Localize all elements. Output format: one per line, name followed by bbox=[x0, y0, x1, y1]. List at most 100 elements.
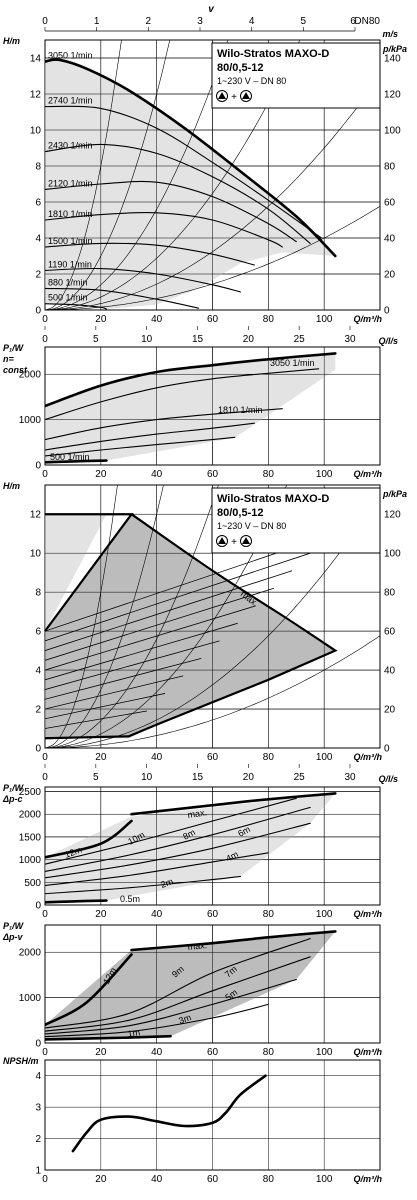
x-tick-label: 40 bbox=[151, 752, 163, 763]
y2-tick-label: 20 bbox=[384, 270, 396, 281]
series-line bbox=[45, 408, 283, 441]
y-tick-label: 14 bbox=[30, 54, 42, 65]
x-tick-label: 80 bbox=[263, 469, 275, 480]
series-line bbox=[45, 1003, 269, 1038]
flow-ls-label: Q/l/s bbox=[378, 336, 398, 346]
system-curve bbox=[45, 76, 380, 310]
x-tick-label: 40 bbox=[151, 1047, 163, 1058]
y-tick-label: 2000 bbox=[19, 948, 42, 959]
power-region bbox=[45, 353, 336, 463]
y-axis-label: const bbox=[3, 365, 28, 375]
velocity-axis-title: v bbox=[208, 4, 215, 15]
info-box bbox=[211, 487, 381, 554]
speed-label: 2740 1/min bbox=[48, 96, 93, 106]
x-tick-label: 60 bbox=[207, 1174, 219, 1185]
head-label: 0.5m bbox=[120, 894, 140, 904]
x-axis-label: Q/m³/h bbox=[354, 1047, 383, 1057]
control-line bbox=[45, 640, 220, 690]
x-tick-label: 40 bbox=[151, 314, 163, 325]
x2-tick-label: 30 bbox=[344, 772, 356, 783]
info-title: Wilo-Stratos MAXO-D bbox=[217, 48, 329, 60]
control-lines bbox=[45, 535, 329, 729]
y-tick-label: 6 bbox=[35, 627, 41, 638]
dn-label: DN80 bbox=[354, 16, 380, 27]
pump-arrow-icon bbox=[242, 92, 250, 99]
x-tick-label: 100 bbox=[316, 1047, 333, 1058]
head-label: max. bbox=[187, 807, 208, 820]
y-axis-label: H/m bbox=[3, 481, 20, 491]
velocity-tick-label: 0 bbox=[42, 16, 48, 27]
speed-label: 2430 1/min bbox=[48, 141, 93, 151]
control-line bbox=[45, 570, 293, 651]
series-line bbox=[45, 978, 297, 1035]
series-line bbox=[45, 797, 297, 865]
x-tick-label: 20 bbox=[95, 1047, 107, 1058]
flow-ls-axis-1 bbox=[44, 326, 351, 330]
p1_dpc-series-group bbox=[45, 792, 337, 904]
y-tick-label: 1000 bbox=[19, 855, 42, 866]
y2-tick-label: 20 bbox=[384, 705, 396, 716]
y2-tick-label: 0 bbox=[384, 306, 390, 317]
series-line bbox=[45, 953, 133, 1027]
speed-label: 1810 1/min bbox=[218, 405, 263, 415]
y-tick-label: 2 bbox=[35, 705, 41, 716]
y-tick-label: 3 bbox=[35, 1103, 41, 1114]
y-tick-label: 0 bbox=[35, 1039, 41, 1050]
x2-tick-label: 10 bbox=[141, 772, 153, 783]
control-line bbox=[45, 710, 147, 729]
speed-label: 500 1/min bbox=[48, 293, 88, 303]
speed-label: 3050 1/min bbox=[48, 51, 93, 61]
y-tick-label: 4 bbox=[35, 234, 41, 245]
series-line bbox=[45, 852, 269, 887]
info-box-frame bbox=[211, 487, 381, 554]
control-line bbox=[45, 587, 275, 661]
y2-axis-label: p/kPa bbox=[382, 489, 407, 499]
y-tick-label: 12 bbox=[30, 90, 42, 101]
y-tick-label: 12 bbox=[30, 510, 42, 521]
x-tick-label: 0 bbox=[42, 469, 48, 480]
x-tick-label: 100 bbox=[316, 752, 333, 763]
info-box-frame bbox=[211, 42, 381, 109]
y-tick-label: 8 bbox=[35, 588, 41, 599]
speed-label: 1810 1/min bbox=[48, 209, 93, 219]
series-line bbox=[45, 819, 133, 859]
series-line bbox=[45, 436, 236, 457]
series-line bbox=[45, 368, 320, 421]
x2-tick-label: 25 bbox=[294, 772, 306, 783]
x-tick-label: 0 bbox=[42, 1047, 48, 1058]
x-tick-label: 80 bbox=[263, 1174, 275, 1185]
operating-region bbox=[45, 59, 336, 310]
y-tick-label: 10 bbox=[30, 549, 42, 560]
y2-tick-label: 80 bbox=[384, 162, 396, 173]
y-tick-label: 2 bbox=[35, 1134, 41, 1145]
control-line bbox=[45, 657, 202, 700]
x-tick-label: 20 bbox=[95, 469, 107, 480]
system-curve bbox=[45, 635, 380, 748]
series-line bbox=[45, 956, 311, 1032]
head-label: 1m bbox=[127, 1027, 141, 1039]
speed-label: 1500 1/min bbox=[48, 236, 93, 246]
x-axis-label: Q/m³/h bbox=[354, 314, 383, 324]
npsh-series-group bbox=[71, 1074, 267, 1153]
y-tick-label: 4 bbox=[35, 1071, 41, 1082]
head-label: 3m bbox=[177, 1012, 192, 1026]
head-label: 2m bbox=[159, 876, 174, 890]
series-line bbox=[45, 806, 311, 872]
x-tick-label: 0 bbox=[42, 752, 48, 763]
npsh-frame bbox=[44, 1059, 381, 1171]
y-tick-label: 2 bbox=[35, 270, 41, 281]
control-line bbox=[45, 552, 311, 642]
y2-tick-label: 120 bbox=[384, 90, 401, 101]
system-curve bbox=[45, 40, 122, 310]
series-line bbox=[45, 242, 255, 266]
series-line bbox=[45, 180, 297, 243]
system-curve bbox=[45, 495, 380, 748]
y-axis-label: n= bbox=[3, 354, 14, 364]
x2-tick-label: 15 bbox=[192, 772, 204, 783]
y-tick-label: 2000 bbox=[19, 810, 42, 821]
x-tick-label: 60 bbox=[207, 1047, 219, 1058]
x-tick-label: 20 bbox=[95, 314, 107, 325]
y2-axis-label: p/kPa bbox=[382, 44, 407, 54]
series-line bbox=[45, 211, 283, 248]
